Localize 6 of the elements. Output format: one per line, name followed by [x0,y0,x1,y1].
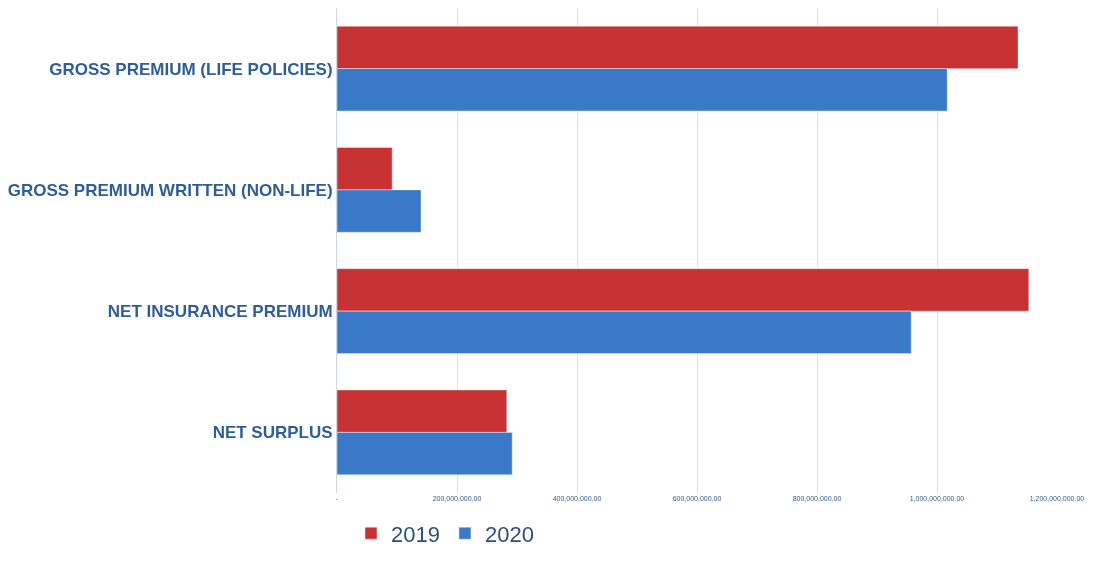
y-tick-label: GROSS PREMIUM WRITTEN (NON-LIFE) [7,180,333,200]
legend-label: 2020 [484,521,534,547]
y-tick-label: NET SURPLUS [212,423,333,443]
legend-label: 2019 [391,521,440,547]
y-tick-label: NET INSURANCE PREMIUM [107,302,333,322]
y-tick-label: GROSS PREMIUM (LIFE POLICIES) [49,59,333,79]
